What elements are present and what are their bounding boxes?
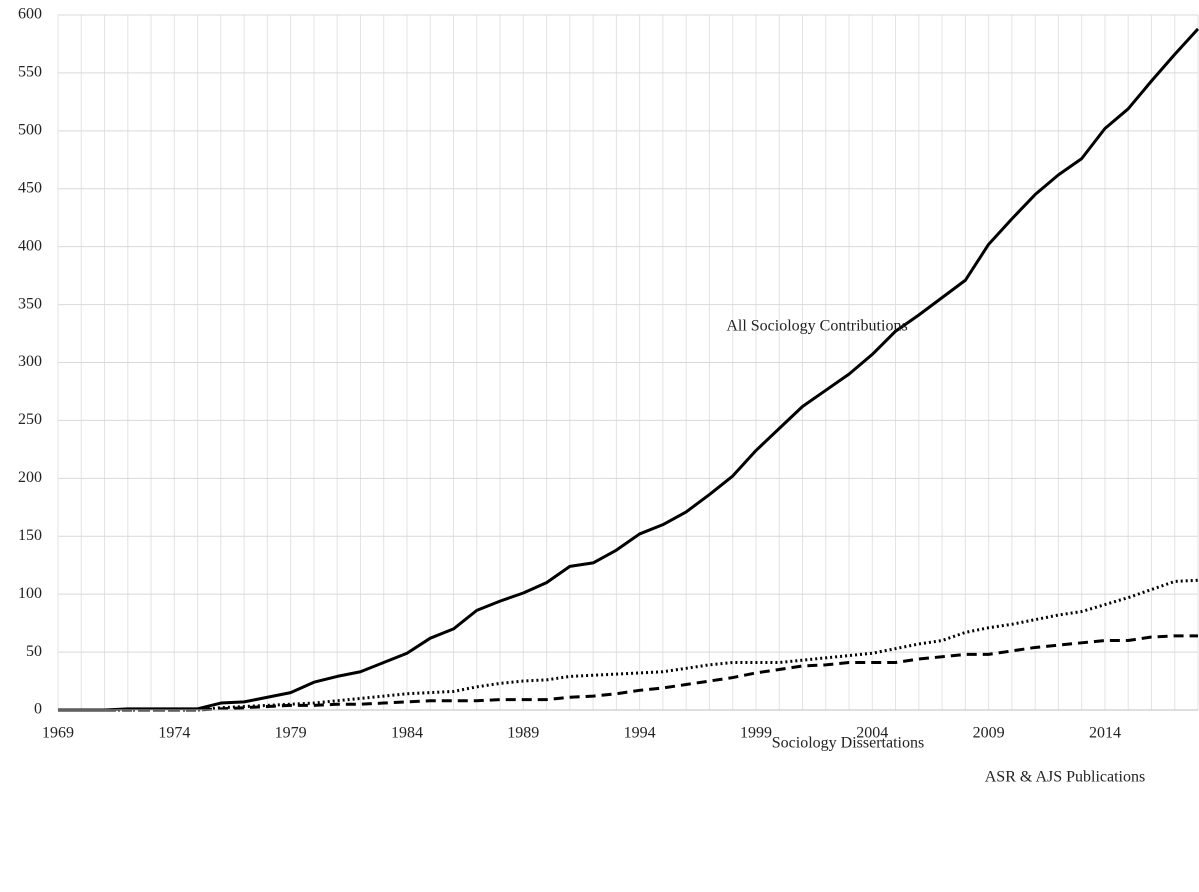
series-line [58,634,1198,712]
series-line [58,578,1199,712]
x-tick-label: 2009 [973,725,1005,742]
series-label: Sociology Dissertations [772,735,924,752]
x-tick-label: 2014 [1089,725,1121,742]
y-tick-label: 100 [18,585,42,602]
x-tick-label: 1974 [158,725,190,742]
x-tick-label: 1984 [391,725,423,742]
x-tick-label: 1979 [275,725,307,742]
y-tick-label: 0 [34,701,42,718]
y-tick-label: 400 [18,237,42,254]
x-tick-label: 2004 [856,725,888,742]
series-label: ASR & AJS Publications [985,769,1145,786]
y-tick-label: 250 [18,411,42,428]
series-label: All Sociology Contributions [726,318,907,335]
series-line [58,27,1199,712]
y-tick-label: 450 [18,179,42,196]
y-tick-label: 150 [18,527,42,544]
x-tick-label: 1969 [42,725,74,742]
y-tick-label: 350 [18,295,42,312]
x-tick-label: 1999 [740,725,772,742]
x-tick-label: 1994 [624,725,656,742]
y-tick-label: 550 [18,64,42,81]
y-tick-label: 600 [18,6,42,23]
y-tick-label: 500 [18,122,42,139]
x-tick-label: 1989 [507,725,539,742]
y-tick-label: 200 [18,469,42,486]
y-tick-label: 300 [18,353,42,370]
y-tick-label: 50 [26,643,42,660]
